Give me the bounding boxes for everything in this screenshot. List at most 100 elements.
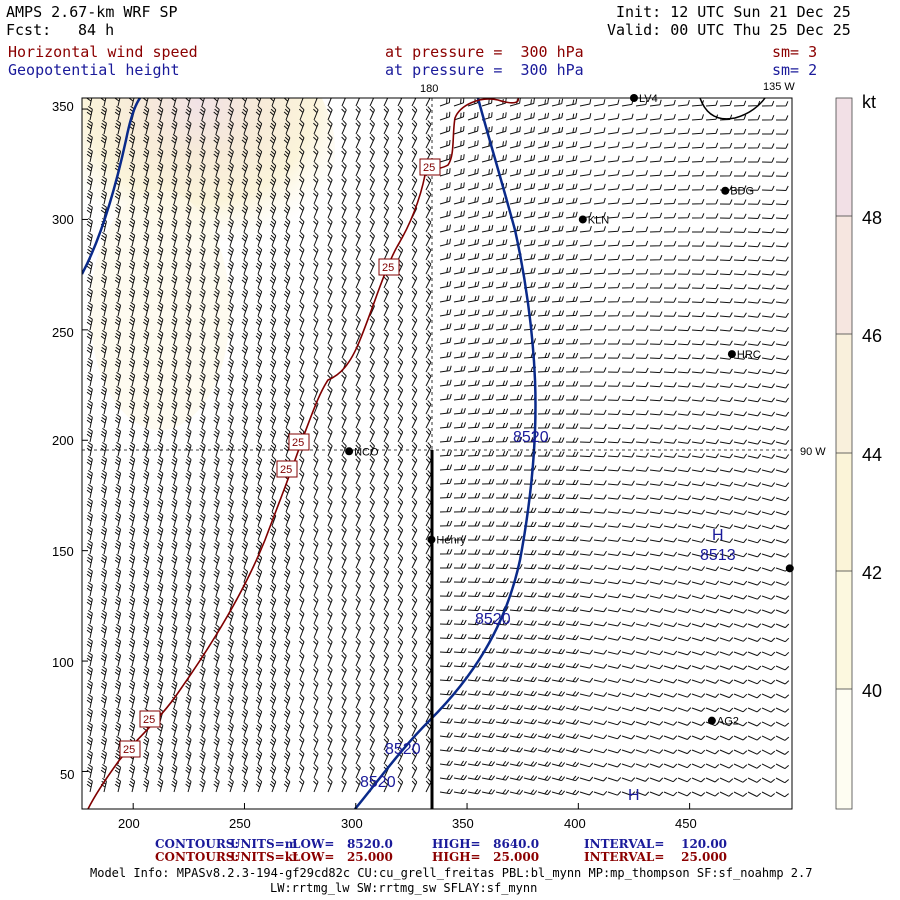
wind-barb bbox=[481, 760, 496, 767]
wind-barb bbox=[453, 521, 467, 527]
wind-barb bbox=[453, 210, 465, 219]
wind-barb bbox=[100, 525, 107, 541]
wind-barb bbox=[185, 525, 192, 541]
wind-barb bbox=[157, 189, 164, 205]
wind-barb bbox=[142, 371, 150, 387]
wind-barb bbox=[607, 198, 620, 205]
wind-barb bbox=[283, 637, 291, 653]
wind-barb bbox=[383, 119, 390, 135]
wind-barb bbox=[537, 634, 551, 640]
speed-label: 25 bbox=[123, 744, 135, 756]
wind-barb bbox=[411, 301, 418, 317]
wind-barb bbox=[453, 252, 466, 261]
wind-barb bbox=[114, 105, 122, 121]
wind-barb bbox=[185, 441, 192, 457]
wind-barb bbox=[313, 371, 319, 387]
wind-barb bbox=[649, 509, 663, 515]
wind-barb bbox=[355, 315, 361, 331]
wind-barb bbox=[551, 451, 565, 457]
wind-barb bbox=[747, 482, 762, 487]
wind-barb bbox=[635, 452, 649, 458]
wind-barb bbox=[621, 763, 636, 768]
wind-barb bbox=[425, 302, 432, 317]
wind-barb bbox=[453, 393, 466, 401]
wind-barb bbox=[283, 329, 291, 345]
wind-barb bbox=[496, 493, 509, 499]
wind-barb bbox=[565, 423, 579, 429]
wind-barb bbox=[761, 581, 776, 586]
wind-barb bbox=[551, 592, 565, 598]
wind-barb bbox=[537, 338, 551, 345]
wind-barb bbox=[663, 579, 678, 585]
wind-barb bbox=[747, 227, 761, 234]
wind-barb bbox=[607, 409, 621, 415]
wind-barb bbox=[747, 312, 761, 318]
wind-barb bbox=[227, 245, 234, 261]
wind-barb bbox=[397, 343, 404, 359]
station-marker bbox=[727, 350, 736, 359]
wind-barb bbox=[453, 478, 467, 485]
wind-barb bbox=[142, 497, 150, 513]
wind-barb bbox=[635, 579, 650, 585]
wind-barb bbox=[171, 357, 178, 373]
wind-barb bbox=[241, 315, 249, 331]
wind-barb bbox=[719, 453, 734, 459]
wind-barb bbox=[157, 665, 164, 681]
wind-barb bbox=[467, 238, 480, 247]
wind-barb bbox=[607, 678, 622, 683]
wind-barb bbox=[649, 396, 663, 402]
wind-barb bbox=[199, 469, 206, 485]
wind-barb bbox=[327, 98, 332, 107]
wind-barb bbox=[241, 161, 249, 177]
wind-barb bbox=[341, 651, 347, 667]
wind-barb bbox=[537, 239, 550, 247]
wind-barb bbox=[467, 690, 481, 696]
wind-barb bbox=[453, 323, 466, 331]
wind-barb bbox=[691, 114, 704, 121]
wind-barb bbox=[313, 637, 319, 653]
wind-barb bbox=[621, 311, 635, 317]
wind-barb bbox=[157, 623, 164, 639]
wind-barb bbox=[114, 357, 122, 373]
wind-barb bbox=[383, 301, 390, 317]
wind-barb bbox=[775, 228, 789, 234]
wind-barb bbox=[269, 259, 277, 275]
wind-barb bbox=[313, 483, 319, 499]
wind-barb bbox=[185, 413, 192, 429]
wind-barb bbox=[369, 357, 375, 373]
wind-barb bbox=[114, 98, 121, 107]
wind-barb bbox=[481, 662, 495, 668]
wind-barb bbox=[100, 637, 107, 653]
wind-barb bbox=[298, 343, 305, 359]
wind-barb bbox=[621, 339, 635, 345]
wind-barb bbox=[114, 287, 122, 303]
wind-barb bbox=[705, 312, 719, 318]
wind-barb bbox=[185, 637, 192, 653]
wind-barb bbox=[355, 693, 361, 709]
wind-barb bbox=[579, 254, 592, 261]
wind-barb bbox=[255, 581, 263, 597]
wind-barb bbox=[100, 301, 107, 317]
wind-barb bbox=[537, 747, 552, 753]
wind-barb bbox=[593, 494, 607, 500]
wind-barb bbox=[185, 455, 192, 471]
wind-barb bbox=[114, 217, 122, 233]
wind-barb bbox=[114, 511, 122, 527]
wind-barb bbox=[383, 595, 390, 611]
wind-barb bbox=[86, 329, 93, 345]
wind-barb bbox=[663, 481, 677, 487]
wind-barb bbox=[185, 273, 192, 289]
wind-barb bbox=[369, 609, 375, 625]
wind-barb bbox=[341, 735, 347, 751]
wind-barb bbox=[649, 763, 664, 768]
wind-barb bbox=[425, 190, 432, 205]
wind-barb bbox=[621, 508, 635, 514]
wind-barb bbox=[269, 483, 277, 499]
wind-barb bbox=[747, 383, 762, 389]
wind-barb bbox=[761, 637, 776, 643]
wind-barb bbox=[355, 553, 361, 569]
wind-barb bbox=[327, 777, 333, 793]
wind-barb bbox=[185, 133, 192, 149]
wind-barb bbox=[86, 98, 93, 107]
wind-barb bbox=[677, 227, 691, 233]
